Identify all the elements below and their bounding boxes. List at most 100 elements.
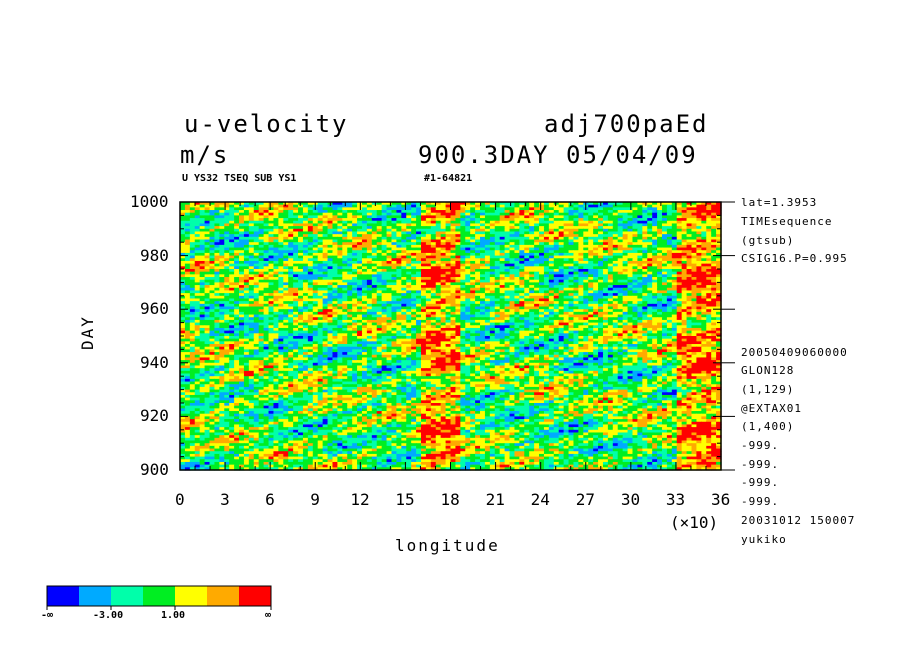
heatmap-cell [293,258,299,262]
heatmap-cell [691,242,698,246]
heatmap-cell [666,250,673,254]
heatmap-cell [243,231,250,235]
heatmap-cell [263,228,270,233]
heatmap-cell [652,242,658,246]
heatmap-cell [180,242,186,246]
heatmap-cell [642,277,648,281]
heatmap-cell [470,228,476,233]
heatmap-cell [239,204,245,208]
heatmap-cell [524,226,530,230]
heatmap-cell [716,287,722,292]
heatmap-cell [691,234,698,238]
heatmap-cell [450,236,457,241]
heatmap-cell [480,271,486,275]
heatmap-cell [361,274,368,278]
heatmap-cell [352,236,358,241]
heatmap-cell [465,226,471,230]
heatmap-cell [194,234,201,238]
heatmap-cell [460,287,466,292]
heatmap-cell [647,231,653,235]
heatmap-cell [484,252,491,257]
heatmap-cell [288,244,294,249]
heatmap-cell [411,266,417,270]
heatmap-cell [293,207,299,211]
heatmap-cell [494,210,501,214]
heatmap-cell [357,226,363,230]
heatmap-cell [184,290,191,294]
heatmap-cell [411,255,417,259]
heatmap-cell [214,223,220,227]
heatmap-cell [681,210,688,214]
heatmap-cell [573,282,579,286]
heatmap-cell [686,202,693,206]
heatmap-cell [416,303,422,308]
heatmap-cell [253,303,260,308]
heatmap-cell [696,220,702,225]
heatmap-cell [657,226,663,230]
heatmap-cell [376,218,383,222]
heatmap-cell [258,234,265,238]
heatmap-cell [563,266,570,270]
heatmap-cell [593,218,599,222]
heatmap-cell [243,210,250,214]
heatmap-cell [401,287,407,292]
heatmap-cell [357,231,363,235]
heatmap-cell [327,242,334,246]
heatmap-cell [347,231,353,235]
heatmap-cell [366,258,373,262]
heatmap-cell [337,202,343,206]
heatmap-cell [381,207,388,211]
heatmap-cell [573,266,579,270]
heatmap-cell [396,226,402,230]
heatmap-cell [480,277,486,281]
heatmap-cell [509,236,516,241]
heatmap-cell [376,277,383,281]
heatmap-cell [524,228,530,233]
heatmap-cell [553,290,560,294]
heatmap-cell [332,252,338,257]
heatmap-cell [686,269,693,273]
heatmap-cell [253,290,260,294]
heatmap-cell [391,204,397,208]
heatmap-cell [504,236,511,241]
heatmap-cell [573,234,579,238]
heatmap-cell [524,271,530,275]
heatmap-cell [652,298,658,302]
heatmap-cell [337,260,343,265]
heatmap-cell [504,263,511,267]
heatmap-cell [298,290,304,294]
heatmap-cell [691,239,698,243]
heatmap-cell [248,220,255,225]
heatmap-cell [548,236,555,241]
heatmap-cell [642,282,648,286]
heatmap-cell [573,298,579,302]
heatmap-cell [504,298,511,302]
heatmap-cell [376,298,383,302]
heatmap-cell [416,218,422,222]
heatmap-cell [357,279,363,283]
heatmap-cell [302,298,309,302]
heatmap-cell [696,277,702,281]
heatmap-cell [386,298,393,302]
heatmap-cell [484,204,491,208]
heatmap-cell [701,223,707,227]
heatmap-cell [534,223,540,227]
heatmap-cell [539,244,545,249]
heatmap-cell [652,228,658,233]
heatmap-cell [209,258,216,262]
heatmap-cell [691,255,698,259]
heatmap-cell [371,207,378,211]
heatmap-cell [391,210,397,214]
heatmap-cell [652,234,658,238]
heatmap-cell [199,228,206,233]
heatmap-cell [189,301,196,305]
heatmap-cell [617,234,624,238]
heatmap-cell [209,215,216,219]
heatmap-cell [248,298,255,302]
heatmap-cell [288,231,294,235]
heatmap-cell [234,263,240,267]
heatmap-cell [534,247,540,251]
heatmap-cell [234,218,240,222]
heatmap-cell [332,212,338,216]
heatmap-cell [642,298,648,302]
